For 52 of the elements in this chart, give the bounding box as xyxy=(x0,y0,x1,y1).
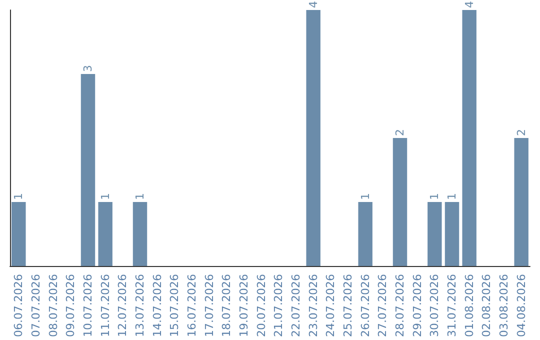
data-label: 1 xyxy=(428,193,442,200)
x-tick-label: 24.07.2026 xyxy=(324,274,338,338)
data-label: 2 xyxy=(394,129,406,136)
x-tick-label: 25.07.2026 xyxy=(342,274,354,338)
x-tick-label: 07.07.2026 xyxy=(30,274,42,338)
x-tick-label: 03.08.2026 xyxy=(498,274,510,338)
x-tick-label: 31.07.2026 xyxy=(446,274,458,338)
x-tick-label: 11.07.2026 xyxy=(98,274,112,338)
x-tick-label: 28.07.2026 xyxy=(394,274,406,338)
bar xyxy=(12,202,26,266)
x-tick-label: 06.07.2026 xyxy=(12,274,26,338)
x-tick-label: 16.07.2026 xyxy=(186,274,198,338)
x-tick-label: 18.07.2026 xyxy=(220,274,234,338)
data-label: 1 xyxy=(98,193,112,200)
x-tick-label: 02.08.2026 xyxy=(480,274,494,338)
bar xyxy=(514,138,528,266)
x-tick-label: 21.07.2026 xyxy=(272,274,286,338)
x-tick-label: 20.07.2026 xyxy=(254,274,268,338)
x-tick-label: 04.08.2026 xyxy=(514,274,528,338)
x-tick-label: 14.07.2026 xyxy=(150,274,164,338)
x-tick-label: 01.08.2026 xyxy=(462,274,476,338)
x-tick-label: 29.07.2026 xyxy=(410,274,424,338)
x-tick-label: 22.07.2026 xyxy=(290,274,302,338)
x-tick-label: 30.07.2026 xyxy=(428,274,442,338)
data-label: 4 xyxy=(462,1,476,8)
x-tick-label: 23.07.2026 xyxy=(306,274,320,338)
x-tick-label: 08.07.2026 xyxy=(46,274,60,338)
data-label: 1 xyxy=(358,193,372,200)
x-tick-label: 13.07.2026 xyxy=(134,274,146,338)
data-label: 1 xyxy=(12,193,26,200)
data-label: 2 xyxy=(514,129,528,136)
x-tick-label: 26.07.2026 xyxy=(358,274,372,338)
bar xyxy=(444,202,460,266)
bar xyxy=(392,138,408,266)
data-label: 1 xyxy=(446,193,458,200)
x-tick-label: 17.07.2026 xyxy=(202,274,216,338)
bar xyxy=(358,202,372,266)
data-label: 1 xyxy=(134,193,146,200)
bar xyxy=(80,74,96,266)
x-tick-label: 12.07.2026 xyxy=(116,274,130,338)
bar xyxy=(132,202,148,266)
bar xyxy=(98,202,112,266)
bar xyxy=(462,10,476,266)
x-tick-label: 10.07.2026 xyxy=(82,274,94,338)
x-tick-label: 09.07.2026 xyxy=(64,274,78,338)
bar xyxy=(428,202,442,266)
data-label: 4 xyxy=(306,1,320,8)
data-label: 3 xyxy=(82,65,94,72)
x-tick-label: 27.07.2026 xyxy=(376,274,390,338)
x-tick-label: 19.07.2026 xyxy=(238,274,250,338)
bar xyxy=(306,10,320,266)
x-tick-label: 15.07.2026 xyxy=(168,274,182,338)
